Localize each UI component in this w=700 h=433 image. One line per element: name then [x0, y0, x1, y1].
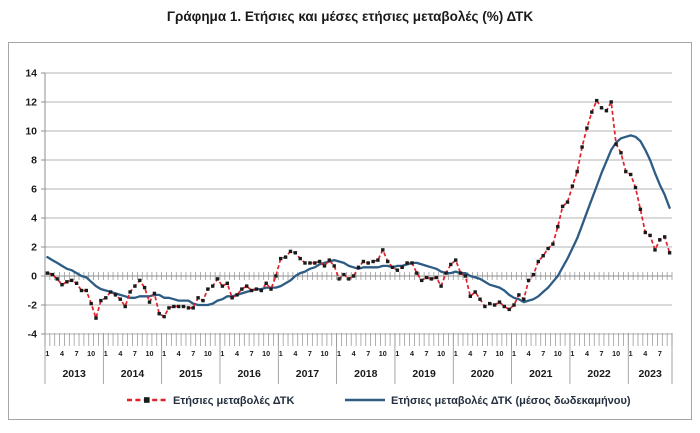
legend-item-annual: Ετήσιες μεταβολές ΔΤΚ: [127, 392, 294, 410]
svg-text:7: 7: [658, 349, 662, 358]
svg-text:4: 4: [410, 349, 414, 358]
legend-label-average: Ετήσιες μεταβολές ΔΤΚ (μέσος δωδεκαμήνου…: [391, 395, 631, 407]
svg-text:7: 7: [541, 349, 545, 358]
svg-text:10: 10: [437, 349, 445, 358]
legend-item-average: Ετήσιες μεταβολές ΔΤΚ (μέσος δωδεκαμήνου…: [345, 392, 631, 410]
svg-text:1: 1: [45, 349, 49, 358]
svg-text:2017: 2017: [296, 368, 320, 380]
tick-marks: [44, 272, 673, 346]
svg-text:1: 1: [454, 349, 458, 358]
svg-text:10: 10: [262, 349, 270, 358]
svg-text:6: 6: [31, 184, 37, 196]
svg-text:4: 4: [352, 349, 356, 358]
svg-text:7: 7: [75, 349, 79, 358]
svg-text:10: 10: [204, 349, 212, 358]
svg-text:1: 1: [220, 349, 224, 358]
svg-text:2016: 2016: [237, 368, 261, 380]
chart-title: Γράφημα 1. Ετήσιες και μέσες ετήσιες μετ…: [166, 9, 534, 24]
svg-text:7: 7: [425, 349, 429, 358]
svg-text:1: 1: [629, 349, 633, 358]
svg-text:0: 0: [31, 271, 37, 283]
svg-text:2015: 2015: [179, 368, 203, 380]
x-year-labels: 2013 2014 2015 2016 2017 2018 2019 2020 2021 2022…: [62, 368, 661, 380]
svg-text:4: 4: [527, 349, 531, 358]
svg-text:4: 4: [468, 349, 472, 358]
svg-text:7: 7: [366, 349, 370, 358]
annual-series-line-icon: [127, 392, 167, 410]
svg-text:4: 4: [60, 349, 64, 358]
svg-text:1: 1: [570, 349, 574, 358]
svg-text:1: 1: [395, 349, 399, 358]
svg-text:10: 10: [87, 349, 95, 358]
series-annual-line: [47, 99, 671, 319]
svg-text:1: 1: [162, 349, 166, 358]
chart-legend: Ετήσιες μεταβολές ΔΤΚ Ετήσιες μεταβολές …: [0, 392, 700, 412]
svg-text:1: 1: [104, 349, 108, 358]
svg-text:7: 7: [133, 349, 137, 358]
svg-text:10: 10: [612, 349, 620, 358]
year-separators: [44, 333, 673, 384]
svg-text:10: 10: [25, 126, 37, 138]
legend-label-annual: Ετήσιες μεταβολές ΔΤΚ: [173, 395, 295, 407]
svg-text:2021: 2021: [529, 368, 553, 380]
svg-text:2022: 2022: [587, 368, 611, 380]
svg-text:1: 1: [337, 349, 341, 358]
svg-text:7: 7: [191, 349, 195, 358]
y-axis-labels: 14 12 10 8 6 4 2 0 -2 -4: [25, 68, 37, 341]
average-series-line-icon: [345, 392, 385, 410]
svg-text:4: 4: [118, 349, 122, 358]
svg-text:10: 10: [379, 349, 387, 358]
y-gridlines: [45, 72, 672, 335]
svg-text:7: 7: [600, 349, 604, 358]
svg-text:7: 7: [483, 349, 487, 358]
chart-frame: [8, 42, 692, 420]
svg-text:7: 7: [308, 349, 312, 358]
svg-text:1: 1: [279, 349, 283, 358]
x-month-labels: 1 4 7 10 1 4 7 10 1 4 7 10 1 4 7 10 1 4 7 10 1 4 7 10 1 4 7 10 1 4 7 10…: [45, 349, 661, 358]
svg-text:14: 14: [25, 68, 37, 80]
svg-text:7: 7: [250, 349, 254, 358]
svg-text:-4: -4: [28, 329, 37, 341]
svg-text:2014: 2014: [121, 368, 145, 380]
svg-text:4: 4: [585, 349, 589, 358]
y-axis: [41, 72, 46, 335]
svg-text:2019: 2019: [412, 368, 436, 380]
svg-text:10: 10: [554, 349, 562, 358]
svg-text:10: 10: [320, 349, 328, 358]
svg-text:2013: 2013: [62, 368, 86, 380]
svg-text:4: 4: [643, 349, 647, 358]
svg-text:10: 10: [146, 349, 154, 358]
svg-text:4: 4: [177, 349, 181, 358]
svg-text:2018: 2018: [354, 368, 378, 380]
svg-text:4: 4: [293, 349, 297, 358]
svg-text:4: 4: [31, 213, 37, 225]
svg-text:1: 1: [512, 349, 516, 358]
svg-text:-2: -2: [28, 300, 37, 312]
svg-text:2: 2: [31, 242, 37, 254]
series-annual-markers: [45, 98, 672, 320]
svg-text:8: 8: [31, 155, 37, 167]
svg-text:2020: 2020: [471, 368, 495, 380]
svg-text:10: 10: [495, 349, 503, 358]
svg-text:12: 12: [25, 97, 37, 109]
svg-text:2023: 2023: [638, 368, 662, 380]
svg-text:4: 4: [235, 349, 239, 358]
